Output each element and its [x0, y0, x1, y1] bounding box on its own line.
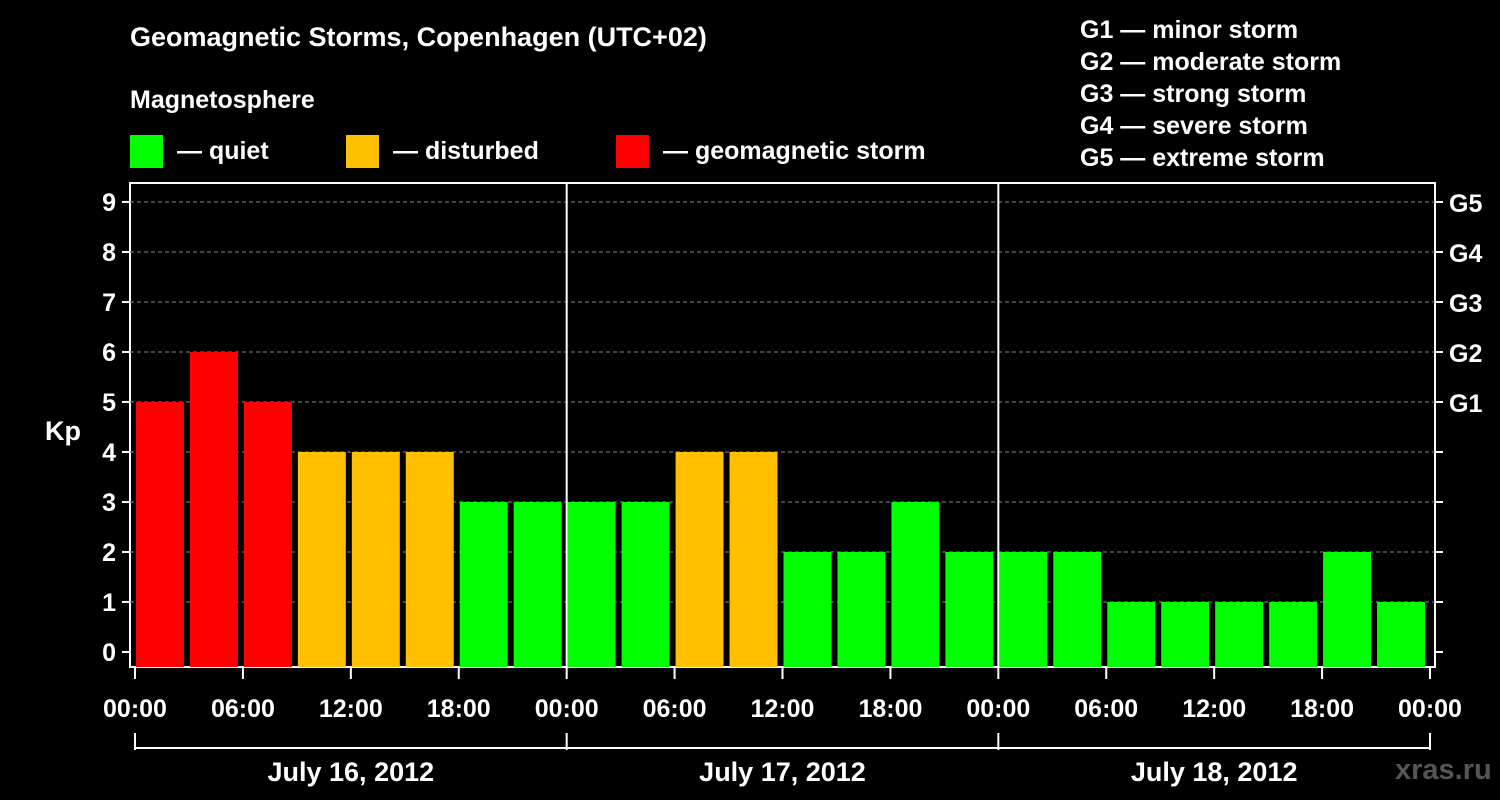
x-tick-label: 18:00 — [1290, 695, 1354, 723]
x-tick-label: 12:00 — [319, 695, 383, 723]
chart-title: Geomagnetic Storms, Copenhagen (UTC+02) — [130, 22, 707, 52]
y-tick-label: 9 — [102, 189, 116, 217]
bar — [999, 552, 1048, 667]
legend-swatch-storm — [616, 134, 649, 168]
bar — [729, 452, 778, 667]
storm-level-tick-label: G5 — [1449, 190, 1482, 218]
watermark: xras.ru — [1395, 754, 1492, 786]
legend-disturbed: — disturbed — [346, 134, 539, 168]
bar — [1323, 552, 1372, 667]
y-tick-label: 2 — [102, 539, 116, 567]
legend-quiet: — quiet — [130, 134, 269, 168]
bar — [567, 502, 616, 667]
storm-level-g3: G3 — strong storm — [1080, 80, 1307, 108]
y-tick-label: 1 — [102, 589, 116, 617]
legend-label-storm: — geomagnetic storm — [663, 136, 926, 165]
bar — [405, 452, 454, 667]
x-tick-label: 18:00 — [858, 695, 922, 723]
bar — [297, 452, 346, 667]
x-tick-label: 18:00 — [427, 695, 491, 723]
bar — [675, 452, 724, 667]
storm-level-tick-label: G3 — [1449, 290, 1482, 318]
day-label: July 18, 2012 — [1131, 757, 1298, 787]
legend-label-disturbed: — disturbed — [393, 136, 539, 165]
x-tick-label: 00:00 — [103, 695, 167, 723]
bar — [837, 552, 886, 667]
legend-swatch-disturbed — [346, 134, 379, 168]
bar — [1215, 602, 1264, 667]
storm-level-g1: G1 — minor storm — [1080, 16, 1299, 44]
bar — [783, 552, 832, 667]
bar — [1377, 602, 1425, 667]
bar — [1053, 552, 1102, 667]
legend-label-quiet: — quiet — [177, 136, 269, 165]
bar — [136, 402, 184, 667]
bar — [621, 502, 670, 667]
x-tick-label: 00:00 — [1398, 695, 1462, 723]
legend-storm: — geomagnetic storm — [616, 134, 926, 168]
bar — [243, 402, 292, 667]
bar — [189, 352, 238, 667]
bar — [351, 452, 400, 667]
y-tick-label: 3 — [102, 489, 116, 517]
storm-level-tick-label: G2 — [1449, 340, 1482, 368]
bar — [891, 502, 940, 667]
storm-level-legend: G1 — minor storm G2 — moderate storm G3 … — [1080, 14, 1341, 174]
x-tick-label: 12:00 — [1182, 695, 1246, 723]
bar — [513, 502, 562, 667]
storm-level-g5: G5 — extreme storm — [1080, 144, 1325, 172]
bar — [1161, 602, 1210, 667]
storm-level-g4: G4 — severe storm — [1080, 112, 1308, 140]
day-label: July 17, 2012 — [699, 757, 866, 787]
x-tick-label: 12:00 — [751, 695, 815, 723]
bar — [1269, 602, 1318, 667]
y-tick-label: 4 — [102, 439, 116, 467]
storm-level-tick-label: G4 — [1449, 240, 1482, 268]
y-tick-label: 6 — [102, 339, 116, 367]
x-tick-label: 00:00 — [966, 695, 1030, 723]
x-tick-label: 00:00 — [535, 695, 599, 723]
y-tick-label: 7 — [102, 289, 116, 317]
y-axis-label: Kp — [45, 416, 81, 446]
bar — [459, 502, 508, 667]
storm-level-g2: G2 — moderate storm — [1080, 48, 1342, 76]
y-tick-label: 5 — [102, 389, 116, 417]
bar — [1107, 602, 1156, 667]
y-tick-label: 8 — [102, 239, 116, 267]
chart-subtitle: Magnetosphere — [130, 86, 315, 114]
y-tick-label: 0 — [102, 639, 116, 667]
day-label: July 16, 2012 — [268, 757, 435, 787]
storm-level-tick-label: G1 — [1449, 390, 1482, 418]
bar — [945, 552, 994, 667]
x-tick-label: 06:00 — [643, 695, 707, 723]
x-tick-label: 06:00 — [211, 695, 275, 723]
legend-swatch-quiet — [130, 134, 163, 168]
x-tick-label: 06:00 — [1074, 695, 1138, 723]
